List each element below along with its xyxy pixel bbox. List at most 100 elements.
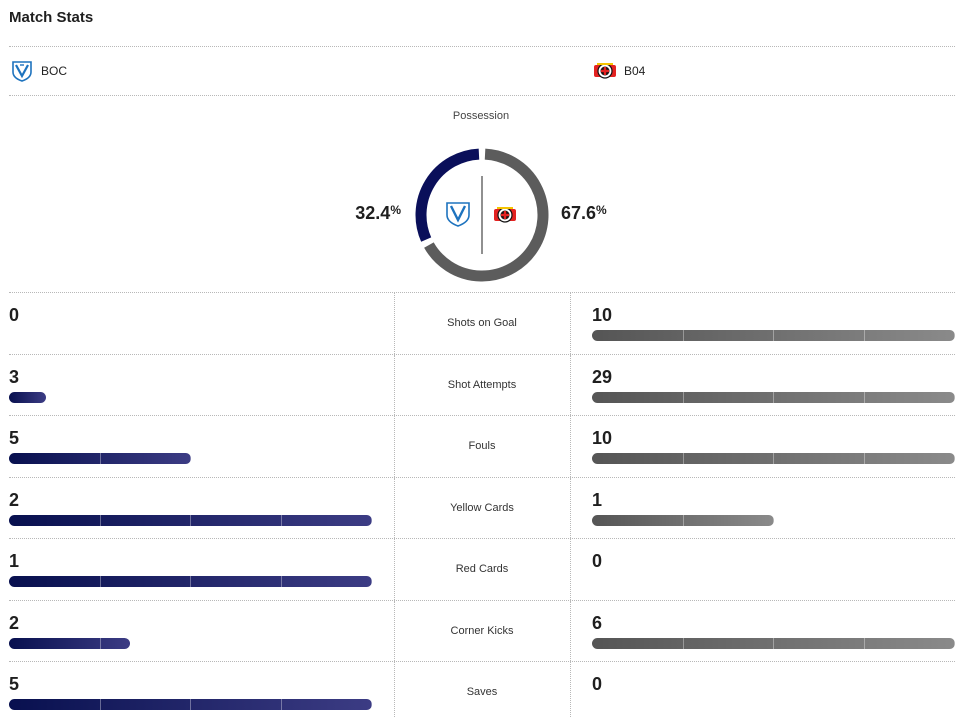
column-divider	[394, 662, 395, 717]
bar-tick	[773, 514, 774, 526]
vfl-bochum-shield-icon	[10, 59, 34, 83]
stat-home-value: 0	[9, 305, 20, 325]
bar-tick	[864, 637, 865, 649]
bar-tick	[100, 699, 101, 710]
bayer-leverkusen-crest-icon	[494, 207, 516, 223]
stat-home-bar	[9, 699, 372, 710]
stat-row: 0 Shots on Goal 10	[9, 292, 955, 354]
stat-row: 5 Saves 0	[9, 661, 955, 717]
bar-tick	[864, 391, 865, 403]
stat-home-bar	[9, 576, 372, 587]
column-divider	[570, 600, 571, 661]
stat-row: 2 Yellow Cards 1	[9, 476, 955, 538]
possession-away-value: 67.6%	[561, 203, 607, 223]
bar-tick	[100, 637, 101, 649]
bar-tick	[773, 453, 774, 464]
stat-away-value: 6	[592, 612, 603, 633]
stat-away-value: 10	[592, 305, 613, 325]
stat-away-value: 10	[592, 428, 613, 448]
bar-tick	[683, 330, 684, 341]
possession-label: Possession	[452, 110, 510, 122]
bar-tick	[683, 453, 684, 464]
team-away[interactable]: B04	[593, 58, 645, 84]
column-divider	[570, 477, 571, 538]
bar-tick	[683, 637, 684, 649]
bar-tick	[100, 453, 101, 464]
bar-tick	[281, 514, 282, 526]
column-divider	[570, 293, 571, 354]
bar-tick	[864, 330, 865, 341]
stat-home-value: 3	[9, 366, 20, 387]
stat-away-value: 0	[592, 674, 603, 694]
stat-row: 2 Corner Kicks 6	[9, 599, 955, 661]
stat-home-bar	[9, 391, 46, 403]
bar-tick	[190, 699, 191, 710]
bayer-leverkusen-crest-icon	[593, 59, 617, 83]
column-divider	[570, 539, 571, 600]
stat-home-bar	[9, 637, 130, 649]
bar-tick	[371, 514, 372, 526]
stat-label: Saves	[466, 686, 498, 698]
bar-tick	[100, 576, 101, 587]
possession-home-value: 32.4%	[355, 203, 401, 223]
column-divider	[570, 354, 571, 415]
stat-row: 5 Fouls 10	[9, 415, 955, 477]
bar-tick	[773, 637, 774, 649]
column-divider	[394, 416, 395, 477]
page-title: Match Stats	[9, 9, 94, 26]
team-away-abbr: B04	[624, 64, 646, 78]
column-divider	[394, 354, 395, 415]
stat-away-value: 0	[592, 551, 603, 571]
stat-label: Shots on Goal	[447, 317, 517, 329]
possession-donut-chart	[415, 148, 549, 282]
stat-home-value: 5	[9, 428, 20, 448]
column-divider	[394, 293, 395, 354]
possession-away-arc	[424, 148, 549, 282]
bar-tick	[190, 453, 191, 464]
stat-home-value: 2	[9, 612, 20, 633]
stats-table: 0 Shots on Goal 10 3 Shot Attempts 29 5 Fouls 10…	[9, 292, 955, 717]
stat-away-value: 1	[592, 489, 603, 510]
bar-tick	[954, 330, 955, 341]
column-divider	[394, 539, 395, 600]
divider	[9, 95, 955, 96]
stat-label: Fouls	[468, 440, 496, 452]
bar-tick	[773, 391, 774, 403]
stat-away-bar	[592, 330, 955, 341]
bar-tick	[683, 391, 684, 403]
bar-tick	[954, 391, 955, 403]
stat-home-value: 5	[9, 674, 20, 694]
stat-away-value: 29	[592, 366, 613, 387]
column-divider	[570, 662, 571, 717]
bar-tick	[190, 576, 191, 587]
stat-row: 1 Red Cards 0	[9, 538, 955, 600]
team-home-abbr: BOC	[41, 64, 68, 78]
bar-tick	[683, 514, 684, 526]
stat-label: Red Cards	[455, 563, 509, 575]
stat-label: Shot Attempts	[447, 378, 517, 391]
divider	[9, 46, 955, 47]
stat-home-value: 1	[9, 551, 20, 571]
bar-tick	[954, 637, 955, 649]
bar-tick	[190, 514, 191, 526]
stat-home-value: 2	[9, 489, 20, 510]
stat-row: 3 Shot Attempts 29	[9, 353, 955, 415]
bar-tick	[773, 330, 774, 341]
bar-tick	[281, 576, 282, 587]
possession-home-arc	[415, 148, 480, 242]
bar-tick	[281, 699, 282, 710]
stat-label: Yellow Cards	[450, 501, 514, 514]
column-divider	[570, 416, 571, 477]
vfl-bochum-shield-icon	[446, 202, 470, 227]
bar-tick	[371, 699, 372, 710]
bar-tick	[864, 453, 865, 464]
stat-away-bar	[592, 391, 955, 403]
team-home[interactable]: BOC	[10, 58, 67, 84]
bar-tick	[100, 514, 101, 526]
stat-label: Corner Kicks	[450, 624, 514, 637]
stat-away-bar	[592, 514, 774, 526]
column-divider	[394, 477, 395, 538]
column-divider	[394, 600, 395, 661]
stat-home-bar	[9, 514, 372, 526]
stat-away-bar	[592, 453, 955, 464]
